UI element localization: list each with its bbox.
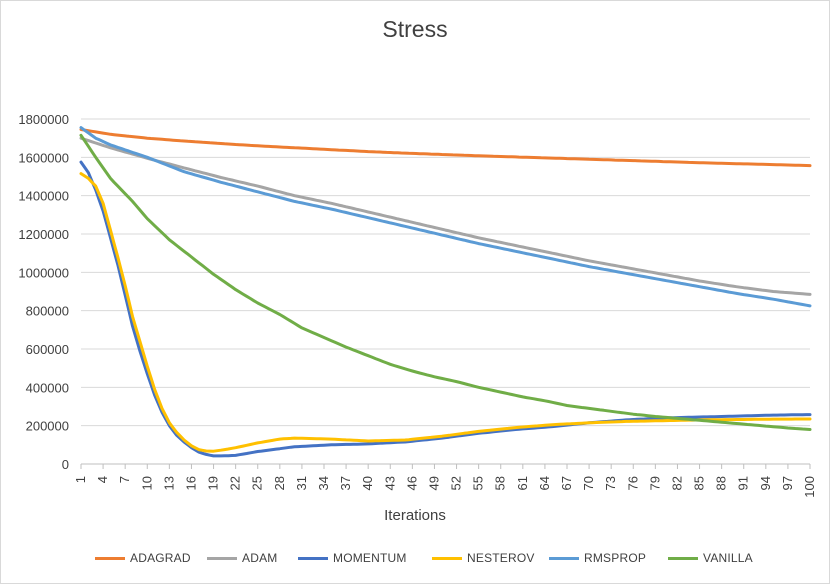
legend-item-rmsprop: RMSPROP <box>549 551 646 565</box>
y-tick-label: 600000 <box>26 342 69 357</box>
series-line-nesterov <box>79 172 812 453</box>
x-tick-label: 67 <box>559 476 574 490</box>
x-tick-label: 4 <box>95 476 110 483</box>
legend-item-momentum: MOMENTUM <box>298 551 407 565</box>
legend-swatch <box>432 556 462 560</box>
x-tick-label: 31 <box>294 476 309 490</box>
x-tick-label: 97 <box>780 476 795 490</box>
x-tick-label: 10 <box>139 476 154 490</box>
x-tick-label: 16 <box>183 476 198 490</box>
legend-label: VANILLA <box>703 551 753 565</box>
x-tick-label: 37 <box>338 476 353 490</box>
x-tick-label: 64 <box>537 476 552 490</box>
y-tick-label: 400000 <box>26 380 69 395</box>
legend-label: MOMENTUM <box>333 551 407 565</box>
legend-label: ADAGRAD <box>130 551 191 565</box>
x-tick-label: 19 <box>206 476 221 490</box>
series-line-rmsprop <box>79 126 812 308</box>
x-tick-label: 22 <box>228 476 243 490</box>
x-tick-label: 73 <box>603 476 618 490</box>
x-tick-label: 58 <box>493 476 508 490</box>
x-tick-label: 82 <box>669 476 684 490</box>
chart-legend: ADAGRAD ADAM MOMENTUM NESTEROV RMSPROP VANILL… <box>0 551 830 569</box>
x-tick-label: 94 <box>758 476 773 490</box>
x-tick-label: 49 <box>426 476 441 490</box>
legend-label: RMSPROP <box>584 551 647 565</box>
series-line-adagrad <box>79 128 812 168</box>
chart-title: Stress <box>382 16 448 42</box>
legend-swatch <box>668 556 698 560</box>
y-tick-label: 1600000 <box>18 150 69 165</box>
y-tick-label: 1400000 <box>18 189 69 204</box>
x-tick-label: 79 <box>647 476 662 490</box>
y-tick-label: 1000000 <box>18 265 69 280</box>
x-tick-label: 40 <box>360 476 375 490</box>
x-tick-label: 7 <box>117 476 132 483</box>
x-tick-label: 85 <box>692 476 707 490</box>
x-tick-label: 88 <box>714 476 729 490</box>
legend-item-adam: ADAM <box>207 551 277 565</box>
x-tick-label: 76 <box>625 476 640 490</box>
x-tick-label: 61 <box>515 476 530 490</box>
legend-item-adagrad: ADAGRAD <box>95 551 191 565</box>
legend-swatch <box>549 556 579 560</box>
series-line-vanilla <box>79 133 812 431</box>
x-axis-title: Iterations <box>384 507 446 524</box>
x-tick-label: 52 <box>449 476 464 490</box>
x-tick-label: 100 <box>802 476 817 498</box>
y-tick-label: 800000 <box>26 304 69 319</box>
legend-swatch <box>207 556 237 560</box>
x-tick-label: 1 <box>73 476 88 483</box>
x-tick-label: 28 <box>272 476 287 490</box>
x-tick-label: 43 <box>382 476 397 490</box>
y-tick-label: 1800000 <box>18 112 69 127</box>
legend-item-nesterov: NESTEROV <box>432 551 535 565</box>
y-tick-label: 0 <box>62 457 69 472</box>
y-tick-label: 200000 <box>26 419 69 434</box>
legend-swatch <box>95 556 125 560</box>
series-line-momentum <box>79 160 812 458</box>
x-tick-label: 13 <box>161 476 176 490</box>
x-tick-label: 70 <box>581 476 596 490</box>
legend-label: NESTEROV <box>467 551 535 565</box>
x-tick-label: 46 <box>404 476 419 490</box>
legend-swatch <box>298 556 328 560</box>
x-tick-label: 55 <box>471 476 486 490</box>
x-tick-label: 34 <box>316 476 331 490</box>
y-tick-label: 1200000 <box>18 227 69 242</box>
x-tick-label: 91 <box>736 476 751 490</box>
legend-item-vanilla: VANILLA <box>668 551 753 565</box>
x-tick-label: 25 <box>250 476 265 490</box>
series-line-adam <box>79 136 812 296</box>
legend-label: ADAM <box>242 551 278 565</box>
